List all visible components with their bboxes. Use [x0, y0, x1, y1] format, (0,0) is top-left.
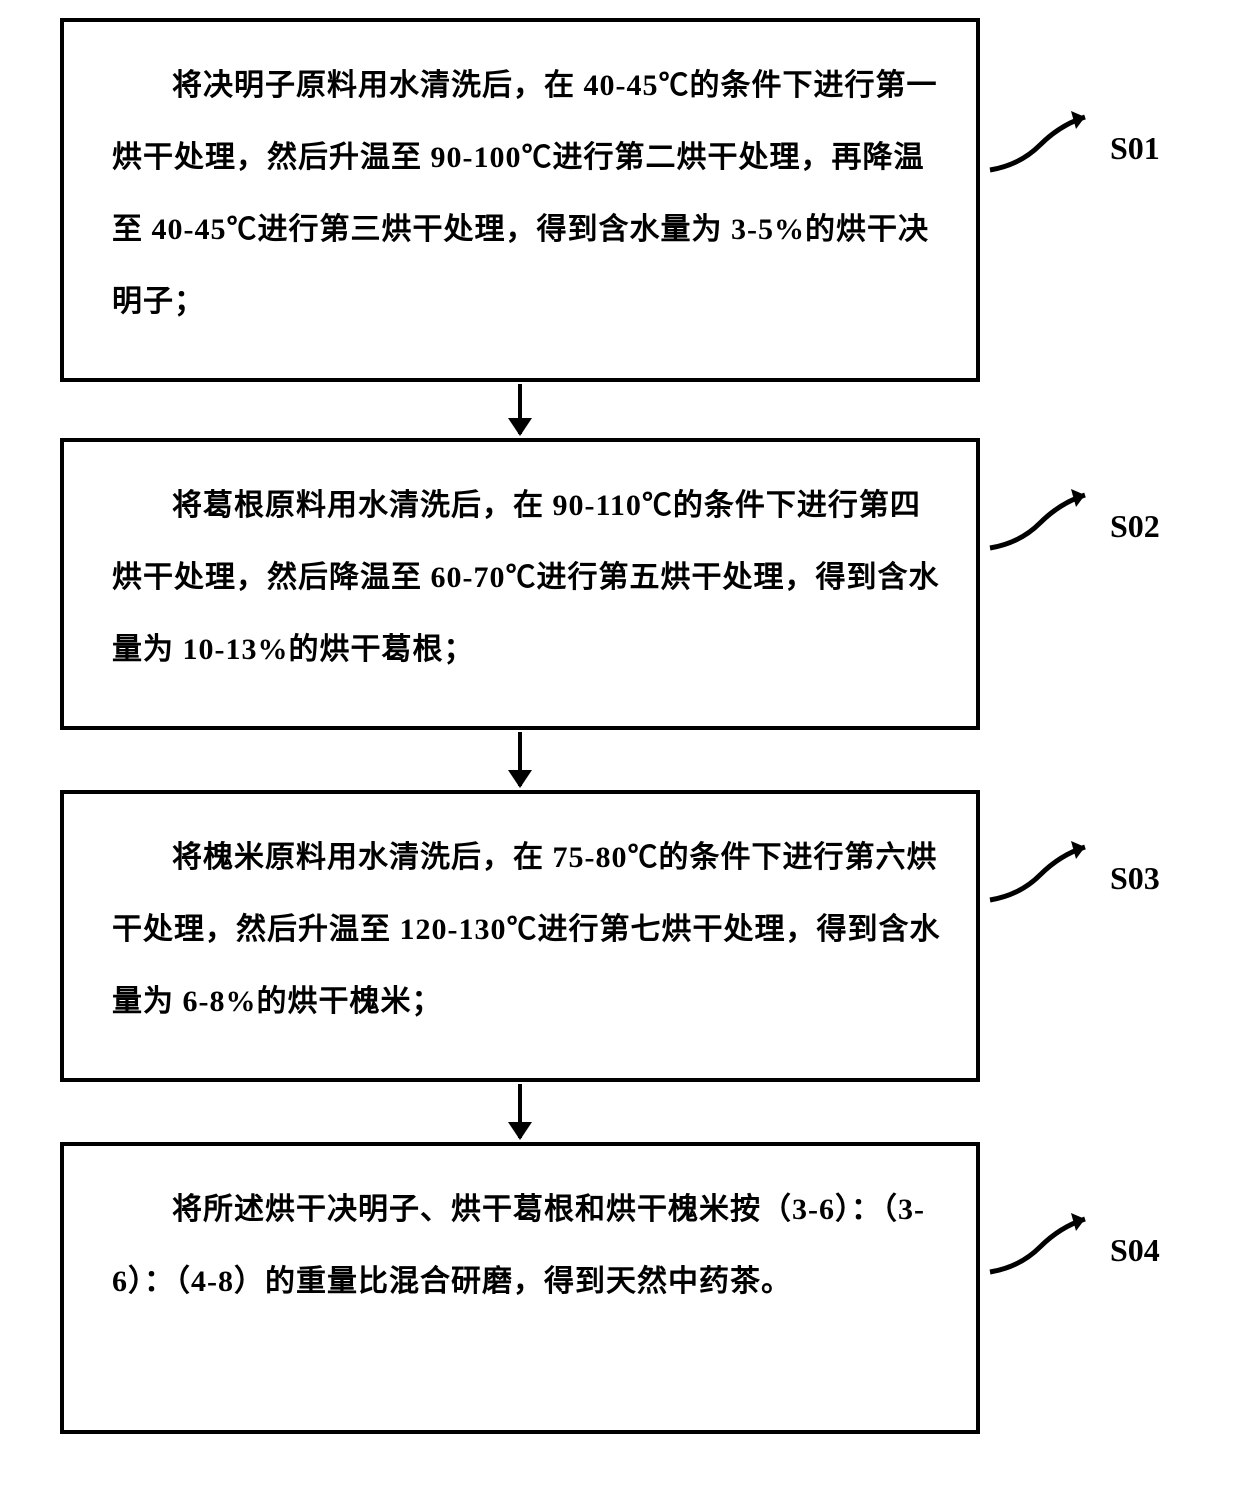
flowchart-canvas: 将决明子原料用水清洗后，在 40-45℃的条件下进行第一烘干处理，然后升温至 9… [0, 0, 1240, 1496]
arrow-s02-s03 [518, 732, 522, 786]
step-box-s01: 将决明子原料用水清洗后，在 40-45℃的条件下进行第一烘干处理，然后升温至 9… [60, 18, 980, 382]
curve-arrow-s02 [985, 483, 1105, 553]
curve-arrow-s01 [985, 105, 1105, 175]
step-text-s02: 将葛根原料用水清洗后，在 90-110℃的条件下进行第四烘干处理，然后降温至 6… [112, 470, 944, 686]
curve-arrow-s03 [985, 835, 1105, 905]
step-label-s03: S03 [1110, 860, 1160, 897]
step-text-s03: 将槐米原料用水清洗后，在 75-80℃的条件下进行第六烘干处理，然后升温至 12… [112, 822, 944, 1038]
step-text-s01: 将决明子原料用水清洗后，在 40-45℃的条件下进行第一烘干处理，然后升温至 9… [112, 50, 944, 338]
curve-arrow-s04 [985, 1207, 1105, 1277]
step-box-s03: 将槐米原料用水清洗后，在 75-80℃的条件下进行第六烘干处理，然后升温至 12… [60, 790, 980, 1082]
step-box-s02: 将葛根原料用水清洗后，在 90-110℃的条件下进行第四烘干处理，然后降温至 6… [60, 438, 980, 730]
step-text-s04: 将所述烘干决明子、烘干葛根和烘干槐米按（3-6）：（3-6）：（4-8）的重量比… [112, 1174, 944, 1318]
arrow-s03-s04 [518, 1084, 522, 1138]
step-label-s02: S02 [1110, 508, 1160, 545]
step-box-s04: 将所述烘干决明子、烘干葛根和烘干槐米按（3-6）：（3-6）：（4-8）的重量比… [60, 1142, 980, 1434]
step-label-s01: S01 [1110, 130, 1160, 167]
arrow-s01-s02 [518, 384, 522, 434]
step-label-s04: S04 [1110, 1232, 1160, 1269]
